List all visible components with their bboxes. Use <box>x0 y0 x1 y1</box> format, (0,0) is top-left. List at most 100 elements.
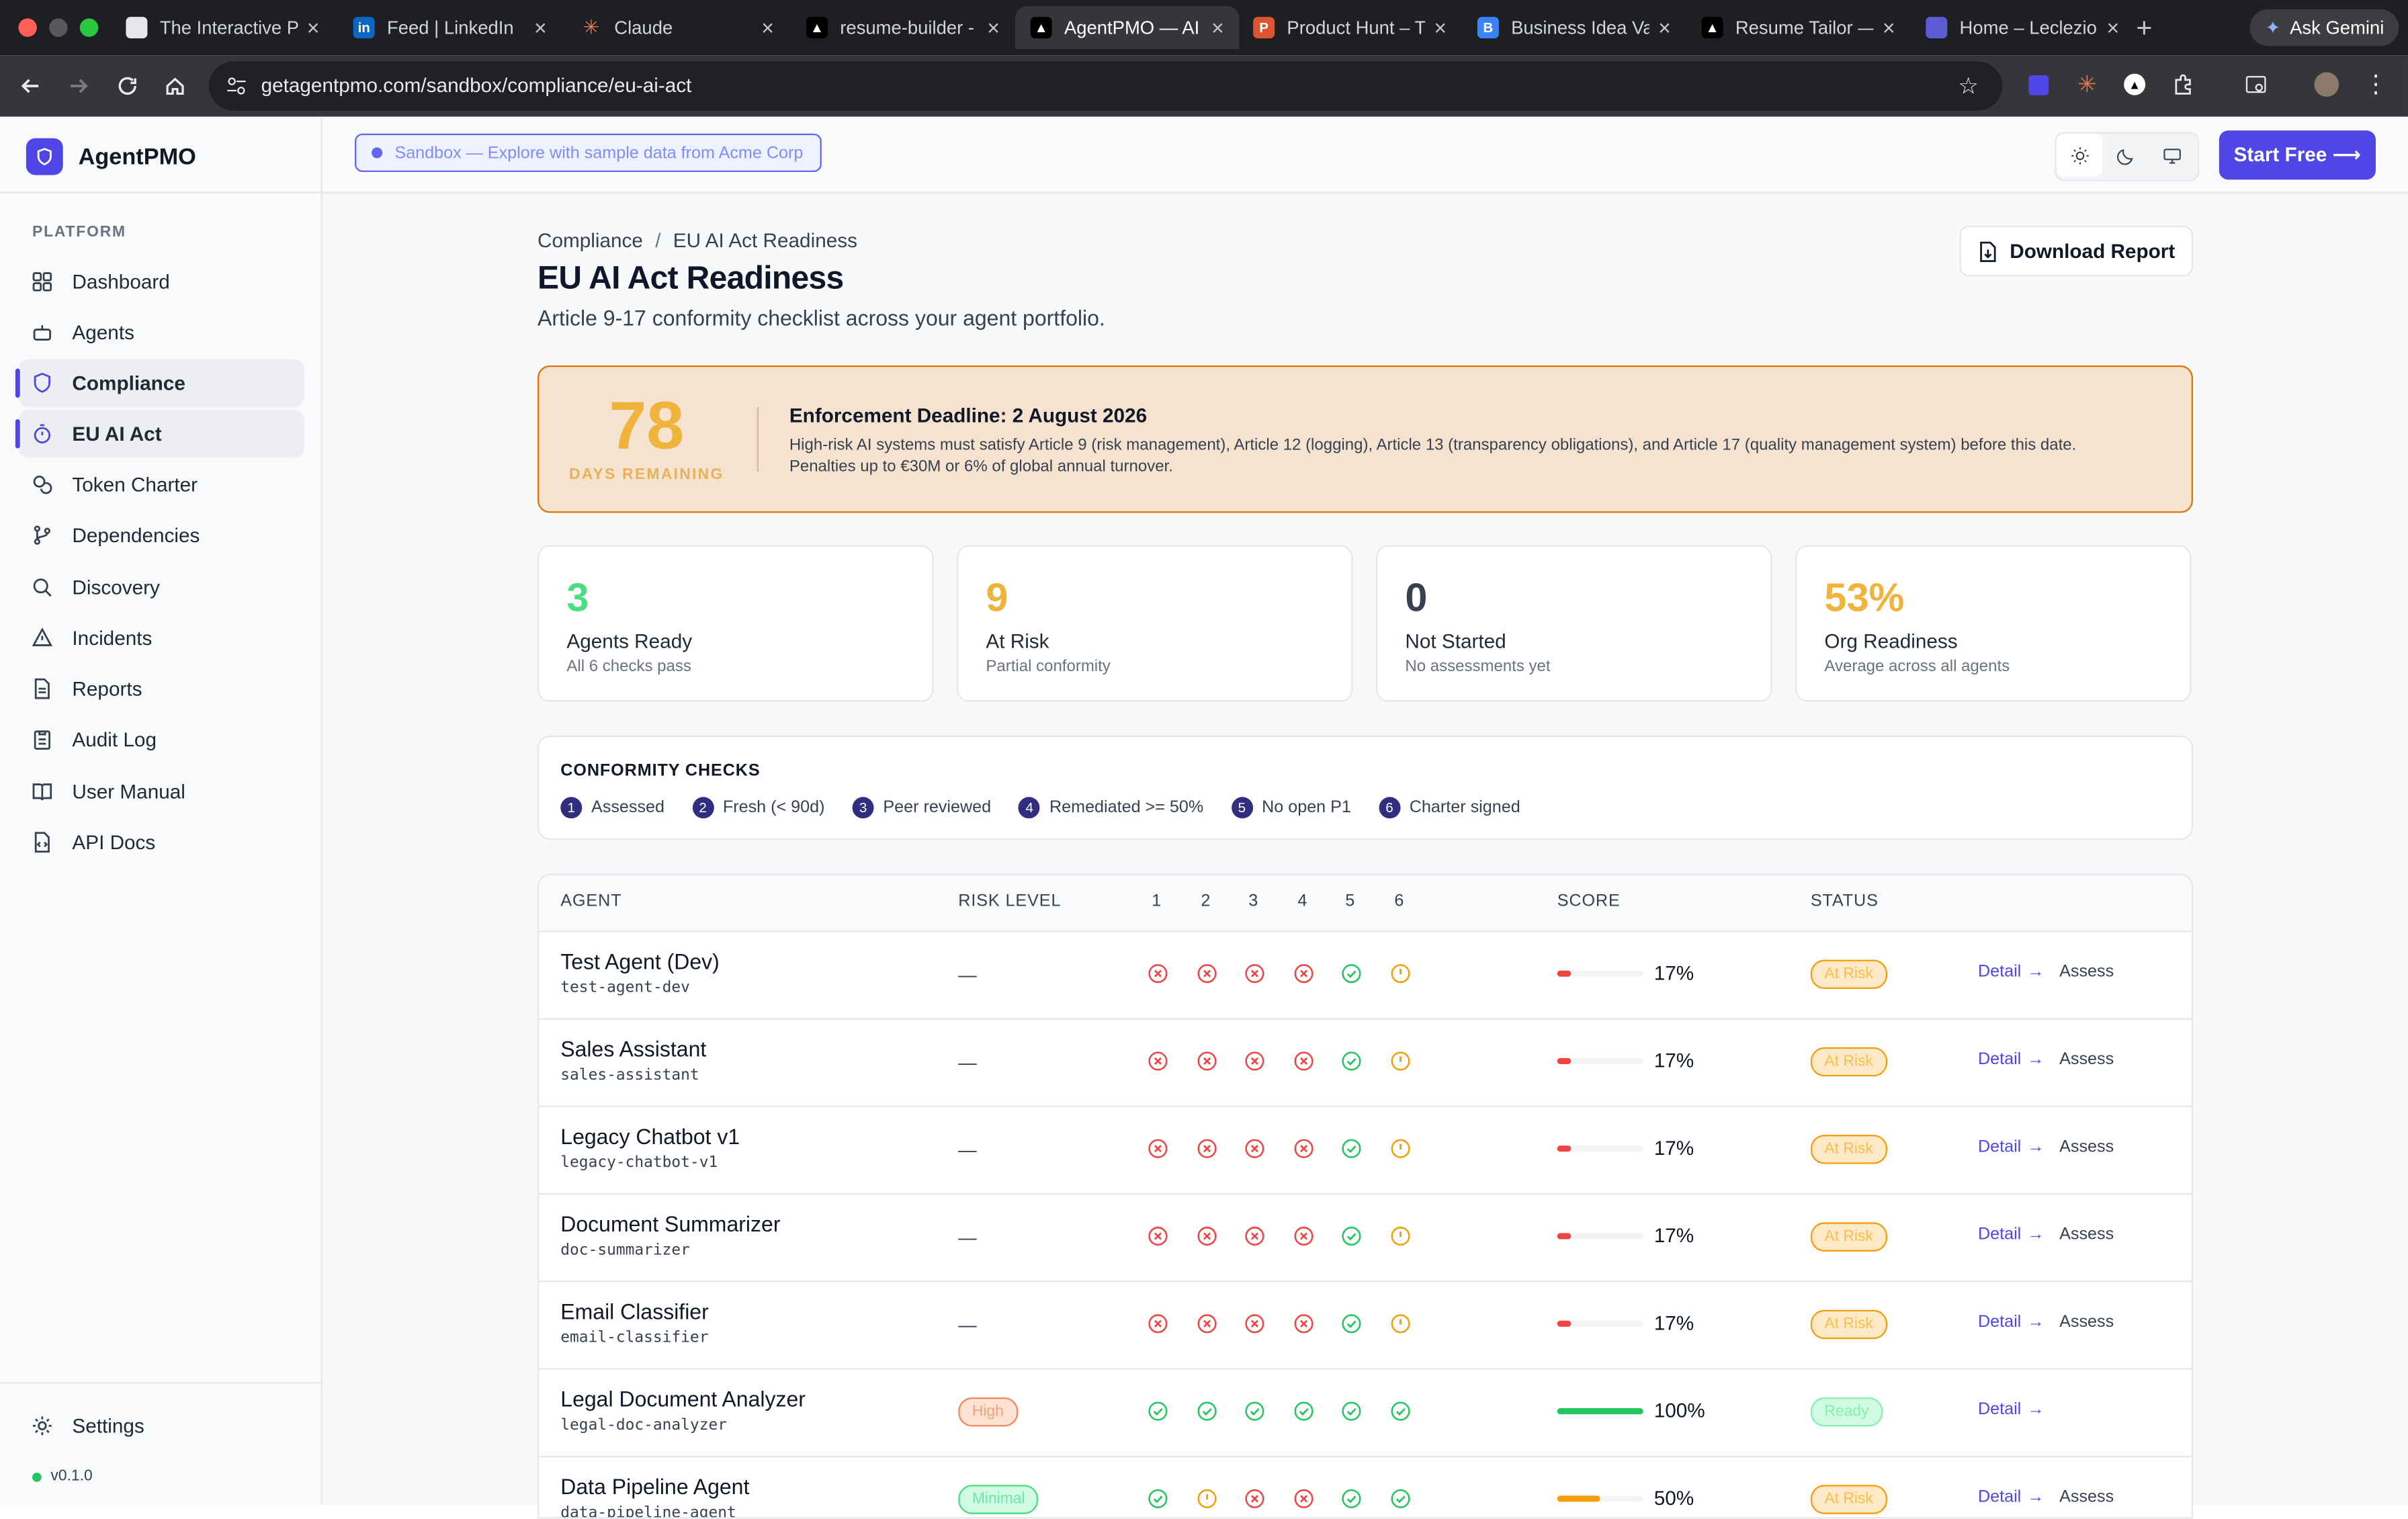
agent-name[interactable]: Sales Assistant <box>560 1036 707 1061</box>
browser-tab[interactable]: B Business Idea Va × <box>1462 6 1686 49</box>
breadcrumb-compliance[interactable]: Compliance <box>537 228 643 252</box>
site-info-icon[interactable] <box>224 74 249 106</box>
table-row[interactable]: Sales Assistant sales-assistant — 17% At Ris… <box>539 1018 2192 1107</box>
bookmark-star-icon[interactable]: ☆ <box>1958 73 1979 100</box>
browser-tab[interactable]: P Product Hunt – T × <box>1238 6 1462 49</box>
agent-name[interactable]: Document Summarizer <box>560 1211 781 1236</box>
tab-close-icon[interactable]: × <box>533 15 547 40</box>
sidebar-item-user-manual[interactable]: User Manual <box>18 768 304 816</box>
agent-name[interactable]: Email Classifier <box>560 1299 709 1324</box>
back-icon[interactable] <box>12 68 49 105</box>
tab-search-icon[interactable] <box>2242 71 2270 98</box>
table-row[interactable]: Document Summarizer doc-summarizer — 17% At … <box>539 1193 2192 1283</box>
sidebar-item-api-docs[interactable]: API Docs <box>18 818 304 866</box>
sidebar-item-token-charter[interactable]: Token Charter <box>18 461 304 509</box>
sidebar-item-discovery[interactable]: Discovery <box>18 564 304 611</box>
arrow-right-icon: → <box>2027 963 2045 982</box>
detail-link[interactable]: Detail → <box>1978 1488 2045 1506</box>
assess-button[interactable]: Assess <box>2059 1487 2114 1507</box>
browser-menu-icon[interactable]: ⋮ <box>2363 72 2389 99</box>
header-score[interactable]: SCORE <box>1557 892 1621 911</box>
url-text[interactable]: getagentpmo.com/sandbox/compliance/eu-ai… <box>261 73 692 97</box>
forward-icon[interactable] <box>60 68 97 105</box>
ask-gemini-button[interactable]: ✦ Ask Gemini <box>2249 9 2400 46</box>
assess-button[interactable]: Assess <box>2059 1225 2114 1244</box>
detail-link[interactable]: Detail → <box>1978 963 2045 981</box>
home-icon[interactable] <box>157 68 194 105</box>
brand[interactable]: AgentPMO <box>26 138 196 175</box>
detail-link[interactable]: Detail → <box>1978 1225 2045 1244</box>
maximize-window-button[interactable] <box>79 18 99 37</box>
tab-close-icon[interactable]: × <box>2106 15 2120 40</box>
header-status[interactable]: STATUS <box>1810 892 1879 911</box>
table-row[interactable]: Email Classifier email-classifier — 17% At R… <box>539 1281 2192 1370</box>
check-legend-label: Fresh (< 90d) <box>722 798 825 817</box>
tab-close-icon[interactable]: × <box>306 15 320 40</box>
new-tab-button[interactable]: + <box>2136 12 2153 43</box>
extension-icon-1[interactable] <box>2024 71 2052 98</box>
system-theme-button[interactable] <box>2149 134 2195 177</box>
address-bar[interactable]: getagentpmo.com/sandbox/compliance/eu-ai… <box>208 61 2003 111</box>
sidebar-item-eu-ai-act[interactable]: EU AI Act <box>15 410 304 458</box>
sidebar-item-dashboard[interactable]: Dashboard <box>18 258 304 306</box>
assess-button[interactable]: Assess <box>2059 1137 2114 1157</box>
table-row[interactable]: Test Agent (Dev) test-agent-dev — 17% At Ris… <box>539 930 2192 1020</box>
sidebar-item-label: Audit Log <box>72 728 157 751</box>
sidebar-divider <box>0 191 321 193</box>
tab-close-icon[interactable]: × <box>1658 15 1671 40</box>
browser-tab[interactable]: ✳ Claude × <box>565 6 789 49</box>
tab-close-icon[interactable]: × <box>987 15 1000 40</box>
sidebar-item-compliance[interactable]: Compliance <box>15 359 304 407</box>
close-window-button[interactable] <box>18 18 37 37</box>
download-report-button[interactable]: Download Report <box>1959 225 2193 277</box>
browser-tab[interactable]: ▲ AgentPMO — AI × <box>1015 6 1240 50</box>
dark-theme-button[interactable] <box>2102 134 2149 177</box>
table-row[interactable]: Data Pipeline Agent data-pipeline-agent Mi… <box>539 1456 2191 1517</box>
header-risk-level[interactable]: RISK LEVEL <box>958 892 1062 911</box>
detail-link[interactable]: Detail → <box>1978 1138 2045 1156</box>
browser-tab[interactable]: The Interactive P × <box>111 6 335 49</box>
detail-link[interactable]: Detail → <box>1978 1313 2045 1331</box>
table-row[interactable]: Legacy Chatbot v1 legacy-chatbot-v1 — 17% At… <box>539 1106 2192 1195</box>
profile-avatar[interactable] <box>2313 71 2340 98</box>
agent-name[interactable]: Legal Document Analyzer <box>560 1386 806 1412</box>
tab-close-icon[interactable]: × <box>1211 15 1224 40</box>
tab-close-icon[interactable]: × <box>761 15 774 40</box>
minimize-window-button[interactable] <box>49 18 68 37</box>
sidebar-item-settings[interactable]: Settings <box>18 1402 304 1450</box>
reload-icon[interactable] <box>109 68 146 105</box>
stat-card: 9 At Risk Partial conformity <box>956 545 1353 702</box>
sidebar-item-agents[interactable]: Agents <box>18 308 304 356</box>
sidebar-item-incidents[interactable]: Incidents <box>18 614 304 662</box>
detail-link[interactable]: Detail → <box>1978 1050 2045 1068</box>
sidebar-item-audit-log[interactable]: Audit Log <box>18 715 304 763</box>
sandbox-banner[interactable]: Sandbox — Explore with sample data from … <box>354 133 822 172</box>
sidebar-item-reports[interactable]: Reports <box>18 665 304 713</box>
stat-subtext: All 6 checks pass <box>566 657 691 676</box>
assess-button[interactable]: Assess <box>2059 1050 2114 1069</box>
table-row[interactable]: Legal Document Analyzer legal-doc-analyze… <box>539 1369 2192 1458</box>
claude-extension-icon[interactable]: ✳ <box>2077 72 2097 99</box>
sidebar-item-label: User Manual <box>72 780 185 804</box>
light-theme-button[interactable] <box>2056 133 2103 177</box>
tab-close-icon[interactable]: × <box>1434 15 1447 40</box>
agent-name[interactable]: Test Agent (Dev) <box>560 949 720 974</box>
browser-tab[interactable]: Home – Leclezio × <box>1910 6 2135 49</box>
extensions-puzzle-icon[interactable] <box>2170 71 2198 98</box>
coins-icon <box>33 475 52 494</box>
agent-name[interactable]: Data Pipeline Agent <box>560 1474 750 1499</box>
header-agent[interactable]: AGENT <box>560 892 622 911</box>
browser-tab[interactable]: in Feed | LinkedIn × <box>338 6 562 49</box>
browser-tab[interactable]: ▲ resume-builder - × <box>791 6 1015 49</box>
agent-name[interactable]: Legacy Chatbot v1 <box>560 1124 740 1149</box>
assess-button[interactable]: Assess <box>2059 963 2114 982</box>
browser-tab[interactable]: ▲ Resume Tailor — × <box>1686 6 1911 49</box>
vercel-extension-icon[interactable]: ▲ <box>2121 71 2149 98</box>
stat-card: 0 Not Started No assessments yet <box>1375 545 1772 702</box>
assess-button[interactable]: Assess <box>2059 1313 2114 1332</box>
deadline-text: High-risk AI systems must satisfy Articl… <box>789 436 2077 476</box>
tab-close-icon[interactable]: × <box>1882 15 1895 40</box>
sidebar-item-dependencies[interactable]: Dependencies <box>18 511 304 559</box>
start-free-button[interactable]: Start Free ⟶ <box>2219 130 2376 180</box>
detail-link[interactable]: Detail → <box>1978 1401 2045 1419</box>
